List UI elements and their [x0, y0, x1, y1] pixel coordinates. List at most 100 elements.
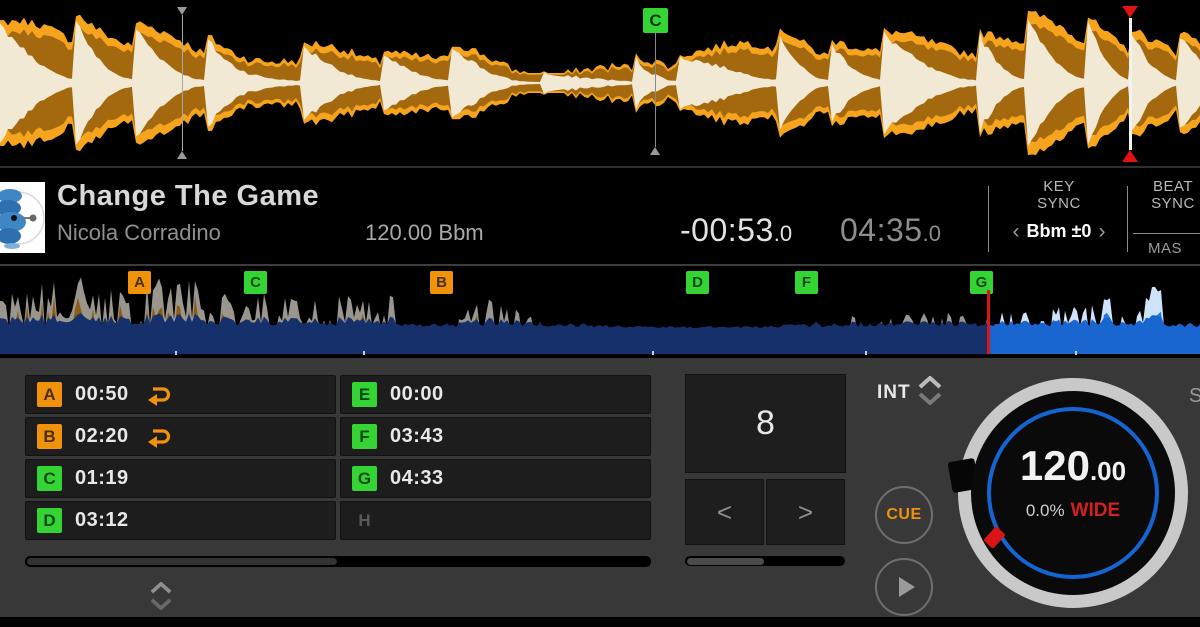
hot-cue-b-badge: B [37, 424, 62, 449]
hot-cue-row-c[interactable]: C 01:19 [25, 459, 336, 498]
lower-panel: A 00:50 B 02:20 C 01:19 D 03:12 E 00:00 … [0, 358, 1200, 617]
chevron-down-icon[interactable] [150, 598, 172, 610]
overview-minute-tick [652, 351, 654, 355]
play-icon [898, 577, 915, 597]
hot-cue-scrollbar[interactable] [25, 556, 651, 567]
hot-cue-row-g[interactable]: G 04:33 [340, 459, 651, 498]
jog-tempo: 0.0% [1025, 501, 1065, 520]
overview-cue-a-badge[interactable]: A [128, 271, 151, 294]
scrolling-waveform[interactable]: C [0, 0, 1200, 168]
hot-cue-a-time: 00:50 [75, 383, 129, 405]
key-sync-label-2: SYNC [1037, 195, 1081, 212]
overview-cue-f-badge[interactable]: F [795, 271, 818, 294]
play-mode-selector[interactable] [918, 376, 942, 405]
beat-jump-scrollbar[interactable] [685, 556, 845, 566]
hot-cue-row-a[interactable]: A 00:50 [25, 375, 336, 414]
hot-cue-e-badge: E [352, 382, 377, 407]
time-remaining-frac: .0 [773, 221, 793, 246]
track-bpm-key: 120.00 Bbm [365, 220, 484, 245]
hot-cue-c-line [655, 33, 656, 147]
jog-bpm: 120.00 [973, 444, 1173, 498]
jog-bpm-int: 120 [1019, 442, 1090, 489]
jog-tempo-row: 0.0% WIDE [973, 500, 1173, 522]
master-label[interactable]: MAS [1148, 240, 1183, 257]
beat-jump-forward-button[interactable]: > [766, 479, 845, 545]
hot-cue-h-badge: H [358, 510, 371, 530]
hot-cue-row-d[interactable]: D 03:12 [25, 501, 336, 540]
playhead-bottom-triangle-icon [1122, 150, 1138, 162]
overview-waveform-graphic [0, 277, 1200, 354]
track-title: Change The Game [57, 180, 320, 212]
play-mode-label: INT [877, 382, 911, 403]
memory-cue-line [182, 15, 183, 151]
overview-minute-tick [865, 351, 867, 355]
divider [1127, 186, 1128, 252]
album-art-image [0, 182, 45, 253]
cue-button[interactable]: CUE [875, 486, 933, 544]
overview-minute-tick [1075, 351, 1077, 355]
hot-cue-c-bottom-triangle-icon [650, 147, 660, 155]
time-total[interactable]: 04:35.0 [840, 212, 941, 249]
overview-playhead [987, 290, 990, 354]
playhead-line [1129, 18, 1132, 150]
memory-cue-bottom-triangle-icon [177, 151, 187, 159]
overview-cue-g-badge[interactable]: G [970, 271, 993, 294]
time-remaining[interactable]: -00:53.0 [680, 212, 792, 249]
beat-sync-control[interactable]: BEAT SYNC [1133, 178, 1200, 212]
jog-wheel-blue-ring [987, 407, 1159, 579]
jog-tempo-range: WIDE [1070, 500, 1121, 521]
bottom-bar [0, 617, 1200, 627]
key-sync-control[interactable]: KEY SYNC ‹ Bbm ±0 › [995, 178, 1123, 242]
overview-minute-tick [175, 351, 177, 355]
key-sync-value: Bbm ±0 [1026, 221, 1092, 241]
time-total-frac: .0 [922, 221, 941, 246]
hot-cue-scrollbar-thumb[interactable] [27, 558, 337, 565]
play-button[interactable] [875, 558, 933, 616]
jog-bpm-frac: .00 [1089, 456, 1127, 486]
key-down-chevron-icon[interactable]: ‹ [1012, 219, 1020, 243]
hot-cue-f-badge: F [352, 424, 377, 449]
hot-cue-g-time: 04:33 [390, 467, 444, 489]
hot-cue-d-time: 03:12 [75, 509, 129, 531]
hot-cue-c-time: 01:19 [75, 467, 129, 489]
beat-jump-scrollbar-thumb[interactable] [687, 557, 764, 565]
beat-jump-value: 8 [756, 404, 775, 442]
slip-label-partial[interactable]: S [1189, 385, 1200, 407]
loop-icon [145, 425, 171, 449]
beat-jump-value-box: 8 [685, 374, 846, 473]
hot-cue-c-badge[interactable]: C [643, 8, 668, 33]
playhead-top-triangle-icon [1122, 6, 1138, 18]
hot-cue-row-e[interactable]: E 00:00 [340, 375, 651, 414]
key-up-chevron-icon[interactable]: › [1098, 219, 1106, 243]
key-sync-label-1: KEY [1043, 178, 1075, 195]
waveform-graphic [0, 10, 1200, 156]
chevron-up-icon[interactable] [150, 582, 172, 594]
memory-cue-top-triangle-icon [177, 7, 187, 15]
album-art[interactable] [0, 182, 45, 253]
hot-cue-row-h[interactable]: H [340, 501, 651, 540]
overview-cue-d-badge[interactable]: D [686, 271, 709, 294]
beat-sync-label-1: BEAT [1152, 178, 1194, 195]
time-remaining-main: -00:53 [680, 212, 774, 248]
chevron-down-icon[interactable] [918, 392, 942, 405]
divider [1133, 233, 1200, 234]
jog-display: 120.00 0.0% WIDE [973, 444, 1173, 522]
chevron-up-icon[interactable] [918, 376, 942, 389]
overview-waveform[interactable]: A C B D F G [0, 266, 1200, 358]
hot-cue-g-badge: G [352, 466, 377, 491]
hot-cue-row-f[interactable]: F 03:43 [340, 417, 651, 456]
divider [988, 186, 989, 252]
hot-cue-row-b[interactable]: B 02:20 [25, 417, 336, 456]
hot-cue-c-badge: C [37, 466, 62, 491]
overview-cue-c-badge[interactable]: C [244, 271, 267, 294]
time-total-main: 04:35 [840, 212, 923, 248]
panel-selector[interactable] [150, 582, 172, 610]
track-artist: Nicola Corradino [57, 220, 221, 245]
overview-minute-tick [363, 351, 365, 355]
hot-cue-d-badge: D [37, 508, 62, 533]
overview-cue-b-badge[interactable]: B [430, 271, 453, 294]
beat-jump-back-button[interactable]: < [685, 479, 764, 545]
hot-cue-f-time: 03:43 [390, 425, 444, 447]
track-info-bar: Change The Game Nicola Corradino 120.00 … [0, 168, 1200, 266]
